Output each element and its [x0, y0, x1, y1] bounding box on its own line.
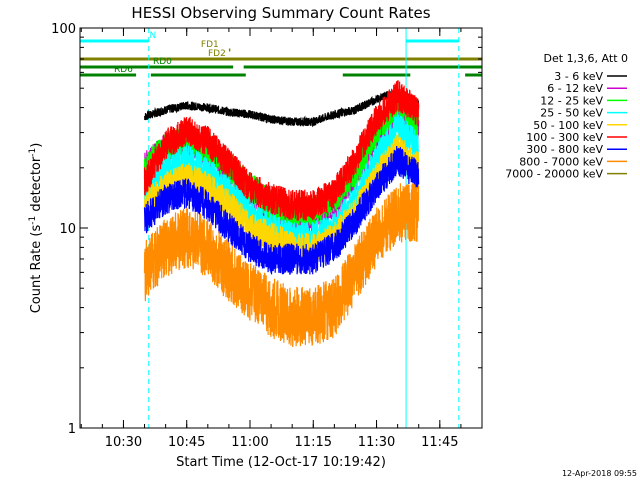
chart-title: HESSI Observing Summary Count Rates [131, 4, 430, 22]
series-line [143, 89, 420, 128]
legend-label: 12 - 25 keV [540, 94, 603, 107]
series-line [143, 112, 420, 253]
interval-label-fd1: FD1 [201, 40, 219, 50]
legend-label: 6 - 12 keV [547, 82, 603, 95]
y-axis-label: Count Rate (s-1 detector-1) [28, 143, 44, 314]
legend-label: 50 - 100 keV [533, 119, 603, 132]
y-tick-label: 1 [68, 422, 76, 437]
interval-label-fd2: FD2 [208, 49, 226, 59]
x-axis-label: Start Time (12-Oct-17 10:19:42) [176, 455, 386, 470]
interval-label-rd6: RD6 [114, 65, 133, 75]
series-line [143, 183, 420, 348]
series-line [143, 80, 420, 221]
x-tick-label: 11:45 [421, 435, 458, 450]
legend-label: 300 - 800 keV [526, 143, 603, 156]
interval-label-n: N [149, 31, 156, 41]
generation-timestamp: 12-Apr-2018 09:55 [562, 469, 637, 478]
y-tick-label: 10 [59, 222, 76, 237]
legend-label: 100 - 300 keV [526, 131, 603, 144]
x-tick-label: 11:15 [295, 435, 332, 450]
legend-label: 800 - 7000 keV [519, 155, 603, 168]
x-tick-label: 10:30 [105, 435, 142, 450]
y-tick-label: 100 [51, 22, 76, 37]
interval-label-rd0: RD0 [153, 57, 172, 67]
x-tick-label: 10:45 [168, 435, 205, 450]
x-tick-label: 11:30 [358, 435, 395, 450]
legend-title: Det 1,3,6, Att 0 [544, 52, 628, 65]
series-line [143, 145, 420, 275]
legend-label: 25 - 50 keV [540, 107, 603, 120]
legend-label: 3 - 6 keV [554, 70, 603, 83]
x-tick-label: 11:00 [231, 435, 268, 450]
legend-label: 7000 - 20000 keV [505, 168, 603, 181]
